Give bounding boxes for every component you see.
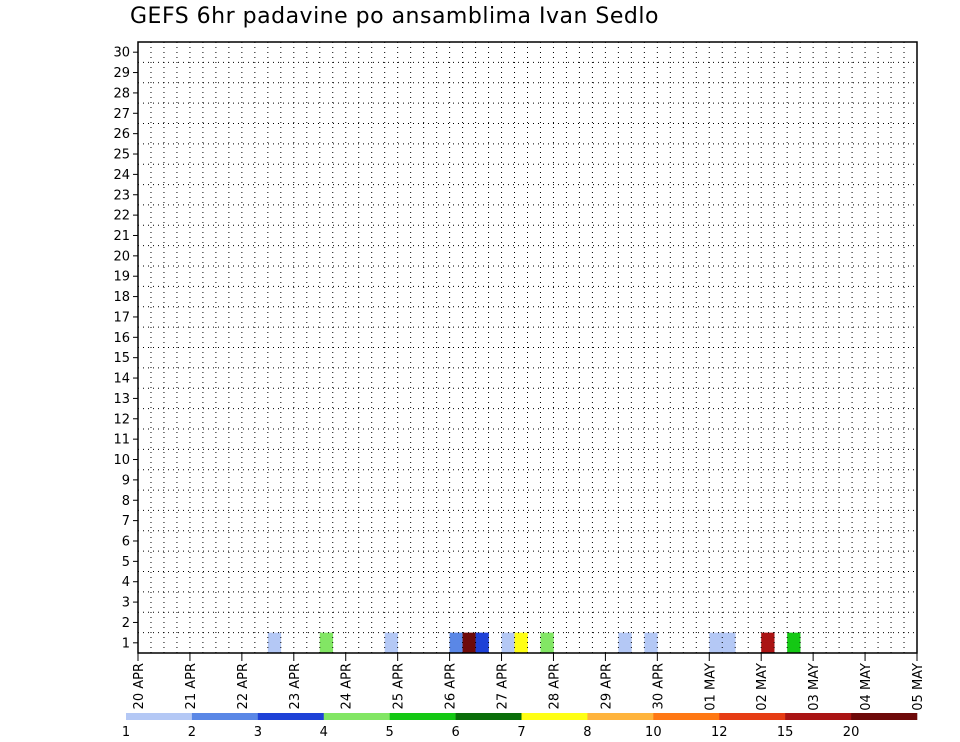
legend-swatch	[653, 713, 720, 720]
x-tick-label: 22 APR	[236, 663, 251, 709]
legend-swatch	[389, 713, 456, 720]
heatmap-cell	[709, 632, 723, 654]
y-tick-label: 22	[113, 209, 130, 224]
y-tick-label: 4	[122, 575, 130, 590]
legend-swatch	[521, 713, 588, 720]
legend-label: 15	[777, 725, 794, 740]
color-legend: 1 2 3 4 5 6 7 8 10 12 15 20	[122, 713, 918, 740]
y-tick-label: 25	[113, 148, 130, 163]
legend-swatch	[785, 713, 852, 720]
y-tick-label: 2	[122, 616, 130, 631]
grid-layer	[138, 42, 917, 653]
y-tick-label: 21	[113, 229, 130, 244]
x-tick-label: 03 MAY	[807, 663, 822, 711]
legend-label: 4	[320, 725, 328, 740]
y-tick-label: 16	[113, 331, 130, 346]
heatmap-cell	[514, 632, 528, 654]
y-tick-label: 9	[122, 473, 130, 488]
y-tick-label: 27	[113, 107, 130, 122]
y-tick-label: 3	[122, 596, 130, 611]
x-tick-label: 28 APR	[547, 663, 562, 709]
legend-swatch	[323, 713, 390, 720]
legend-label: 5	[386, 725, 394, 740]
y-tick-label: 10	[113, 453, 130, 468]
x-tick-label: 25 APR	[392, 663, 407, 709]
x-tick-label: 23 APR	[288, 663, 303, 709]
legend-swatch	[257, 713, 325, 720]
cells-layer	[267, 632, 801, 654]
legend-label: 7	[517, 725, 525, 740]
heatmap-cell	[540, 632, 554, 654]
y-tick-label: 28	[113, 86, 130, 101]
heatmap-cell	[449, 632, 463, 654]
legend-label: 20	[843, 725, 860, 740]
y-tick-label: 19	[113, 270, 130, 285]
x-axis: 20 APR 21 APR 22 APR 23 APR 24 APR 25 APR 26 A…	[132, 653, 926, 711]
y-tick-label: 26	[113, 127, 130, 142]
legend-swatch	[191, 713, 259, 720]
y-tick-label: 30	[113, 46, 130, 61]
x-tick-label: 26 APR	[444, 663, 459, 709]
x-tick-label: 05 MAY	[911, 663, 926, 711]
x-tick-label: 24 APR	[340, 663, 355, 709]
y-tick-label: 20	[113, 249, 130, 264]
legend-label: 1	[122, 725, 130, 740]
x-tick-label: 02 MAY	[755, 663, 770, 711]
y-tick-label: 7	[122, 514, 130, 529]
heatmap-cell	[787, 632, 801, 654]
x-tick-label: 30 APR	[651, 663, 666, 709]
legend-swatch	[587, 713, 654, 720]
legend-label: 2	[188, 725, 196, 740]
legend-label: 10	[645, 725, 662, 740]
y-axis: 1234567891011121314151617181920212223242…	[113, 46, 138, 651]
y-tick-label: 11	[113, 433, 130, 448]
x-tick-label: 20 APR	[132, 663, 147, 709]
heatmap-cell	[722, 632, 736, 654]
y-tick-label: 12	[113, 412, 130, 427]
x-tick-label: 04 MAY	[859, 663, 874, 711]
legend-label: 8	[583, 725, 591, 740]
y-tick-label: 24	[113, 168, 130, 183]
legend-label: 3	[254, 725, 262, 740]
legend-swatch	[126, 713, 193, 720]
heatmap-cell	[267, 632, 282, 654]
x-tick-label: 01 MAY	[703, 663, 718, 711]
plot-frame	[137, 41, 918, 654]
heatmap-cell	[644, 632, 658, 654]
chart-title: GEFS 6hr padavine po ansamblima Ivan Sed…	[130, 4, 659, 29]
heatmap-cell	[319, 632, 334, 654]
y-tick-label: 15	[113, 351, 130, 366]
y-tick-label: 23	[113, 188, 130, 203]
y-tick-label: 6	[122, 534, 130, 549]
heatmap-cell	[462, 632, 476, 654]
x-tick-label: 27 APR	[496, 663, 511, 709]
y-tick-label: 13	[113, 392, 130, 407]
legend-swatch	[851, 713, 918, 720]
legend-label: 6	[451, 725, 459, 740]
legend-label: 12	[711, 725, 728, 740]
x-tick-label: 21 APR	[184, 663, 199, 709]
legend-swatch	[719, 713, 786, 720]
y-tick-label: 14	[113, 372, 130, 387]
heatmap-cell	[501, 632, 515, 654]
y-tick-label: 29	[113, 66, 130, 81]
heatmap-cell	[761, 632, 775, 654]
y-tick-label: 8	[122, 494, 130, 509]
y-tick-label: 1	[122, 636, 130, 651]
x-tick-label: 29 APR	[599, 663, 614, 709]
y-tick-label: 17	[113, 310, 130, 325]
heatmap-cell	[384, 632, 398, 654]
heatmap-cell	[618, 632, 632, 654]
y-tick-label: 5	[122, 555, 130, 570]
heatmap-cell	[475, 632, 489, 654]
legend-swatch	[455, 713, 522, 720]
y-tick-label: 18	[113, 290, 130, 305]
frame-layer	[137, 41, 918, 654]
